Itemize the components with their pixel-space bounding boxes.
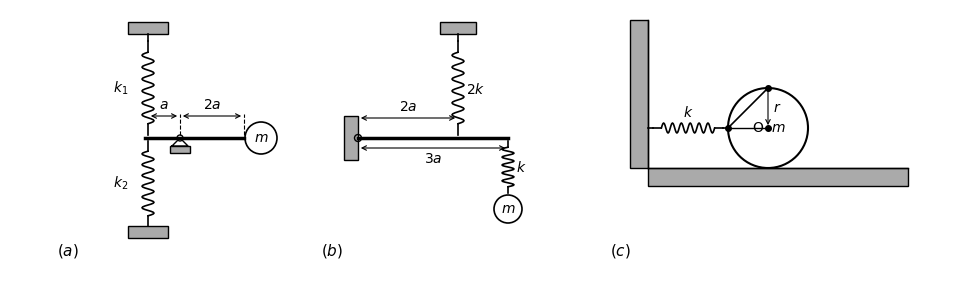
Text: $k_1$: $k_1$: [113, 79, 128, 97]
Text: $(b)$: $(b)$: [321, 242, 343, 260]
Text: $r$: $r$: [773, 101, 781, 115]
Bar: [128, 22, 168, 34]
Bar: [630, 20, 648, 168]
Text: $3a$: $3a$: [424, 152, 442, 166]
Text: $(a)$: $(a)$: [57, 242, 79, 260]
Bar: [648, 168, 908, 186]
Text: $k$: $k$: [516, 160, 527, 174]
Text: $2a$: $2a$: [203, 98, 222, 112]
Text: $m$: $m$: [771, 121, 785, 135]
Text: $2k$: $2k$: [466, 82, 485, 97]
Text: $m$: $m$: [501, 202, 515, 216]
Text: $a$: $a$: [159, 98, 169, 112]
Bar: [440, 22, 476, 34]
Text: $k$: $k$: [682, 105, 693, 120]
Bar: [128, 226, 168, 238]
Text: $(c)$: $(c)$: [609, 242, 631, 260]
Text: $m$: $m$: [254, 131, 268, 145]
Text: $k_2$: $k_2$: [113, 175, 128, 192]
Text: $2a$: $2a$: [399, 100, 417, 114]
Bar: [170, 146, 190, 153]
Bar: [344, 116, 358, 160]
Text: O: O: [752, 121, 763, 135]
